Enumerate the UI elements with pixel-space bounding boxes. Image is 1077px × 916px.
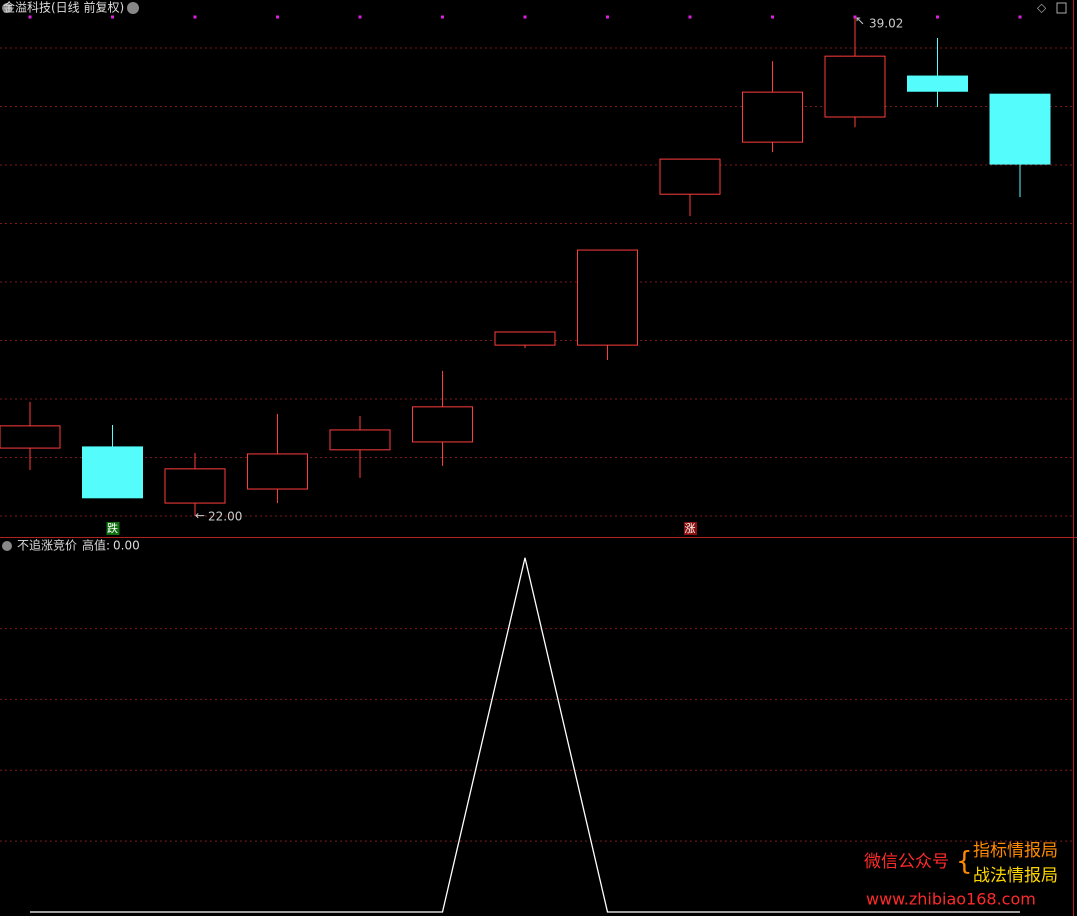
dot bbox=[1018, 15, 1022, 19]
candle-body bbox=[247, 453, 308, 490]
diamond-icon[interactable]: ◇ bbox=[1037, 1, 1047, 15]
candle-body bbox=[494, 331, 556, 346]
dot bbox=[193, 15, 197, 19]
candle-body bbox=[824, 55, 886, 118]
high-annotation: 39.02 bbox=[869, 17, 903, 31]
dot bbox=[853, 15, 857, 19]
panel-toggle[interactable] bbox=[2, 3, 12, 13]
dot bbox=[276, 15, 279, 19]
candle-body bbox=[412, 406, 473, 443]
signal: 涨 bbox=[685, 522, 696, 535]
series-value: 0.00 bbox=[113, 539, 140, 553]
dot bbox=[111, 15, 114, 19]
candle-body bbox=[659, 158, 721, 195]
high-annotation-arrow: ↖ bbox=[855, 14, 865, 28]
candle-body bbox=[329, 429, 391, 451]
watermark-brace: { bbox=[956, 847, 973, 877]
dot bbox=[358, 15, 362, 19]
signal-bg bbox=[106, 522, 120, 535]
watermark-url: www.zhibiao168.com bbox=[866, 890, 1036, 909]
colon: : bbox=[106, 539, 110, 553]
dot bbox=[441, 15, 444, 19]
window-icon[interactable] bbox=[1056, 2, 1067, 14]
low-annotation: 22.00 bbox=[208, 509, 242, 523]
dropdown[interactable] bbox=[127, 2, 139, 14]
dot bbox=[771, 15, 774, 19]
series-name: 高值 bbox=[82, 538, 106, 553]
candle-body bbox=[989, 93, 1051, 165]
dot bbox=[523, 15, 527, 19]
watermark-line1: 指标情报局 bbox=[973, 841, 1058, 861]
dot bbox=[688, 15, 692, 19]
candle-body bbox=[742, 91, 803, 143]
indicator-line bbox=[30, 557, 1020, 913]
indicator-title: 不追涨竞价 bbox=[17, 538, 77, 553]
panel-toggle[interactable] bbox=[2, 541, 12, 551]
candle-body bbox=[82, 446, 143, 499]
signal-bg bbox=[684, 522, 697, 535]
candle-body bbox=[0, 425, 61, 449]
candle-body bbox=[577, 249, 638, 346]
candle-body bbox=[907, 75, 968, 92]
dot bbox=[936, 15, 939, 19]
chart-title: 金溢科技(日线 前复权) bbox=[3, 0, 124, 15]
watermark-line2: 战法情报局 bbox=[973, 866, 1058, 886]
low-annotation-arrow: ← bbox=[195, 508, 205, 522]
signal: 跌 bbox=[107, 521, 118, 535]
candle-body bbox=[164, 468, 226, 504]
watermark-label: 微信公众号 bbox=[864, 852, 949, 872]
dot bbox=[606, 15, 609, 19]
dot bbox=[28, 15, 32, 19]
